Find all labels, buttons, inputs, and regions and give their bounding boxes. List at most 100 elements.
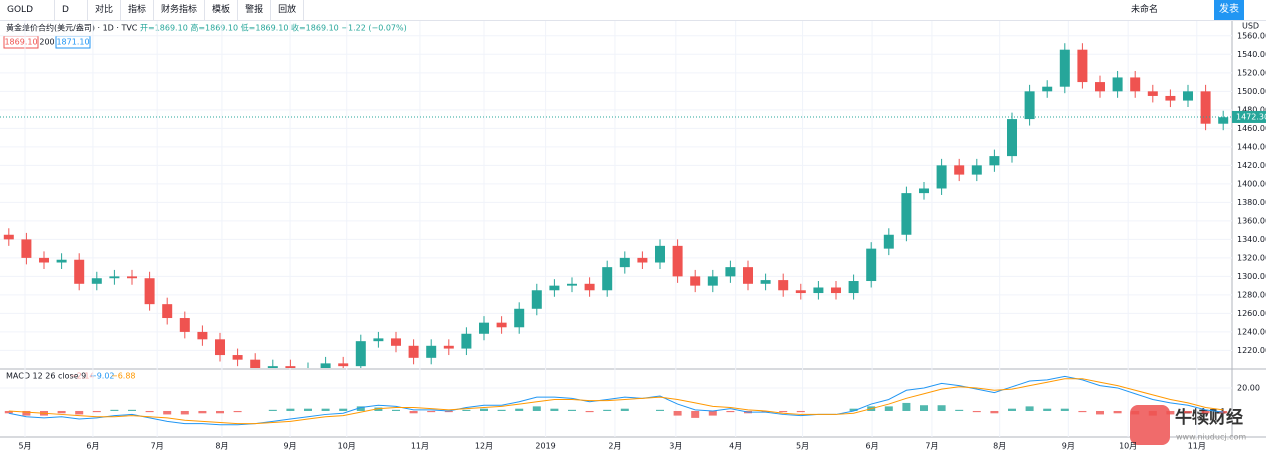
macd-histogram bbox=[902, 402, 911, 411]
publish-button[interactable]: 发表 bbox=[1214, 0, 1244, 20]
macd-line bbox=[8, 375, 1224, 426]
x-tick-label: 3月 bbox=[669, 442, 682, 451]
macd-histogram bbox=[515, 408, 524, 411]
toolbar-button[interactable]: 指标 bbox=[121, 0, 155, 20]
candle-body bbox=[531, 290, 542, 309]
y-tick-label: 1360.00 bbox=[1237, 216, 1266, 225]
macd-histogram bbox=[57, 410, 66, 414]
candle-body bbox=[179, 318, 190, 332]
macd-histogram bbox=[972, 410, 981, 413]
macd-histogram bbox=[286, 408, 295, 411]
macd-histogram bbox=[937, 405, 946, 411]
macd-histogram bbox=[726, 410, 735, 413]
candle-body bbox=[707, 276, 718, 286]
candle-body bbox=[584, 283, 595, 291]
layout-name[interactable]: 未命名 bbox=[1130, 5, 1158, 15]
toolbar: GOLD D 对比 指标 财务指标 模板 警报 回放 未命名 发表 bbox=[0, 0, 1266, 21]
candle-body bbox=[250, 359, 261, 368]
x-tick-label: 4月 bbox=[729, 442, 742, 451]
candle-body bbox=[549, 285, 560, 291]
x-tick-label: 9月 bbox=[284, 442, 297, 451]
macd-histogram bbox=[1113, 410, 1122, 414]
candle-body bbox=[267, 366, 278, 368]
y-tick-label: 1220.00 bbox=[1237, 346, 1266, 355]
macd-histogram bbox=[374, 407, 383, 411]
candle-body bbox=[320, 363, 331, 368]
y-tick-label: 1300.00 bbox=[1237, 272, 1266, 281]
macd-histogram bbox=[1043, 408, 1052, 411]
candle-body bbox=[619, 257, 630, 268]
macd-histogram bbox=[444, 410, 453, 413]
macd-histogram bbox=[1166, 410, 1175, 415]
macd-histogram bbox=[145, 410, 154, 413]
macd-histogram bbox=[110, 409, 119, 411]
y-tick-label: 1440.00 bbox=[1237, 142, 1266, 151]
currency: USD bbox=[1242, 22, 1259, 31]
candle-body bbox=[39, 257, 49, 263]
macd-histogram bbox=[691, 410, 700, 418]
candle-body bbox=[162, 304, 173, 319]
y-tick-label: 1380.00 bbox=[1237, 198, 1266, 207]
candle-body bbox=[760, 280, 771, 284]
candle-body bbox=[461, 333, 472, 349]
macd-histogram bbox=[216, 410, 224, 414]
x-tick-label: 8月 bbox=[993, 442, 1006, 451]
macd-line bbox=[8, 378, 1224, 425]
macd-readout: −9.02 bbox=[90, 372, 115, 381]
macd-histogram bbox=[427, 410, 436, 413]
macd-histogram bbox=[1201, 410, 1210, 414]
candle-body bbox=[338, 363, 349, 367]
watermark-url: www.niuducj.com bbox=[1176, 433, 1246, 442]
candle-body bbox=[232, 355, 243, 360]
macd-histogram bbox=[779, 410, 788, 413]
candle-body bbox=[866, 248, 877, 282]
macd-histogram bbox=[1184, 410, 1192, 414]
toolbar-button[interactable]: 模板 bbox=[205, 0, 239, 20]
x-tick-label: 6月 bbox=[86, 442, 99, 451]
candle-body bbox=[725, 267, 736, 277]
candle-body bbox=[408, 345, 419, 358]
macd-histogram bbox=[1078, 410, 1087, 413]
x-tick-label: 7月 bbox=[925, 442, 938, 451]
candle-body bbox=[74, 259, 85, 284]
x-tick-label: 2019 bbox=[535, 442, 555, 451]
candle-body bbox=[690, 276, 701, 286]
macd-histogram bbox=[321, 408, 330, 411]
toolbar-button[interactable]: 财务指标 bbox=[154, 0, 206, 20]
y-tick-label: 1240.00 bbox=[1237, 327, 1266, 336]
macd-histogram bbox=[796, 410, 805, 413]
macd-histogram bbox=[163, 410, 172, 415]
macd-histogram bbox=[585, 410, 594, 413]
grid bbox=[0, 21, 1232, 437]
x-tick-label: 8月 bbox=[215, 442, 228, 451]
toolbar-button[interactable]: 对比 bbox=[88, 0, 122, 20]
candle-body bbox=[197, 331, 208, 340]
watermark-logo bbox=[1130, 405, 1170, 445]
y-tick-label: 1260.00 bbox=[1237, 309, 1266, 318]
candle-body bbox=[848, 281, 859, 294]
toolbar-button[interactable]: 回放 bbox=[271, 0, 305, 20]
candle-body bbox=[144, 278, 155, 305]
x-tick-label: 11月 bbox=[1188, 442, 1206, 451]
macd-histogram bbox=[480, 408, 488, 411]
y-tick-label: 1280.00 bbox=[1237, 290, 1266, 299]
x-tick-label: 10月 bbox=[1119, 442, 1137, 451]
macd-histogram bbox=[1008, 408, 1016, 411]
macd-histogram bbox=[1096, 410, 1104, 415]
macd-histogram bbox=[920, 405, 928, 411]
macd-histogram bbox=[955, 409, 964, 411]
interval[interactable]: D bbox=[55, 0, 88, 20]
candle-body bbox=[1200, 91, 1211, 124]
x-tick-label: 10月 bbox=[338, 442, 356, 451]
symbol[interactable]: GOLD bbox=[0, 0, 55, 20]
macd-histogram bbox=[198, 410, 207, 414]
macd-histogram bbox=[4, 410, 13, 414]
candle-body bbox=[391, 338, 401, 346]
spread: 200 bbox=[39, 38, 54, 47]
macd-histogram bbox=[356, 406, 365, 411]
toolbar-button[interactable]: 警报 bbox=[238, 0, 272, 20]
bid: 1869.10 bbox=[4, 38, 37, 47]
macd-histogram bbox=[497, 409, 506, 411]
candle-body bbox=[109, 276, 120, 279]
